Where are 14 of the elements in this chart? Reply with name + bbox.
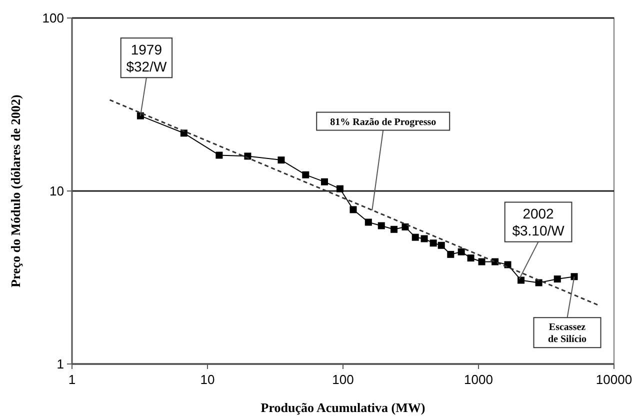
x-axis-title: Produção Acumulativa (MW) — [260, 400, 426, 415]
y-axis-title: Preço do Módulo (dólares de 2002) — [8, 94, 23, 288]
x-tick-label: 1 — [68, 372, 76, 387]
y-tick-label: 1 — [56, 356, 64, 372]
x-tick-label: 10 — [200, 372, 215, 387]
x-tick-label: 10000 — [596, 372, 632, 387]
annotation: 1979 $32/W — [126, 41, 168, 74]
y-tick-label: 100 — [42, 10, 64, 26]
x-tick-label: 100 — [332, 372, 354, 387]
annotation: Escassez de Silício — [548, 322, 587, 346]
x-tick-label: 1000 — [464, 372, 493, 387]
y-tick-label: 10 — [50, 184, 64, 198]
annotation: 81% Razão de Progresso — [330, 116, 436, 128]
annotation: 2002 $3.10/W — [512, 206, 566, 238]
